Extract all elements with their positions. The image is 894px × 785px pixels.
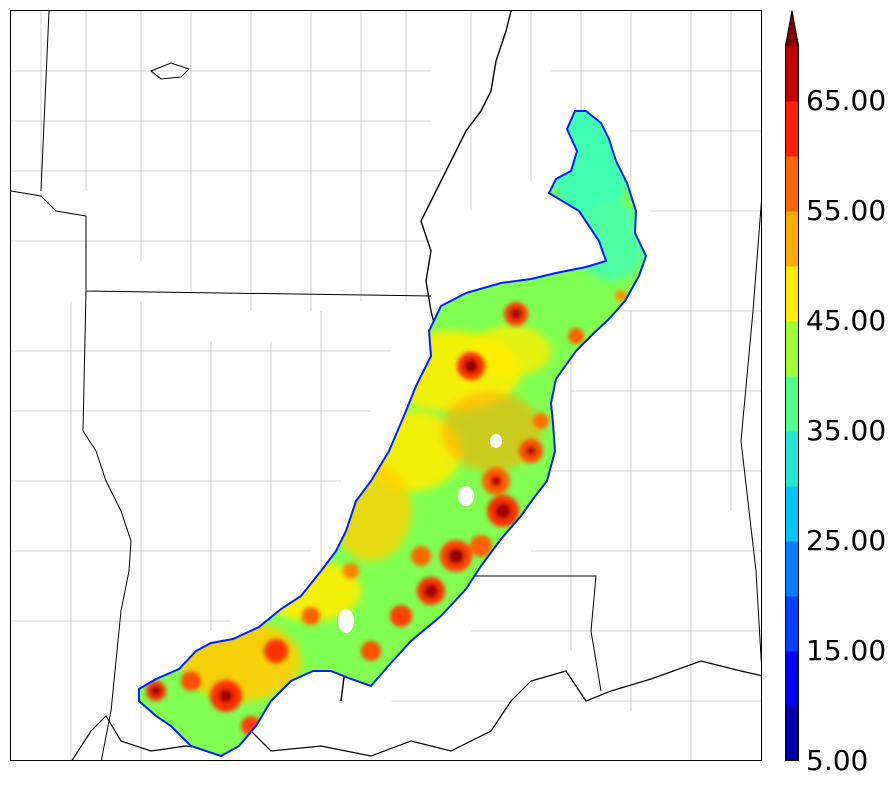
colorbar-segment xyxy=(785,211,799,267)
colorbar-segment xyxy=(785,376,799,432)
colorbar-segment xyxy=(785,156,799,212)
colorbar-segment xyxy=(785,651,799,707)
colorbar-tick-label: 25.00 xyxy=(806,524,887,557)
colorbar-segment xyxy=(785,486,799,542)
colorbar-segment xyxy=(785,706,799,761)
coastline xyxy=(71,660,761,760)
state-boundaries xyxy=(11,11,761,760)
county-lines xyxy=(11,11,761,760)
lake-outline xyxy=(150,62,190,80)
colorbar-segment xyxy=(785,266,799,322)
colorbar-tick-label: 55.00 xyxy=(806,194,887,227)
colorbar-tick-label: 35.00 xyxy=(806,414,887,447)
colorbar-tick-label: 45.00 xyxy=(806,304,887,337)
precip-swath xyxy=(139,111,646,756)
map-canvas xyxy=(11,11,761,760)
swath-edge xyxy=(138,110,648,758)
colorbar-segment xyxy=(785,101,799,157)
colorbar-tick-label: 15.00 xyxy=(806,634,887,667)
colorbar-segment xyxy=(785,596,799,652)
colorbar-tick-label: 65.00 xyxy=(806,84,887,117)
colorbar-segment xyxy=(785,321,799,377)
colorbar-segment xyxy=(785,541,799,597)
colorbar-segment xyxy=(785,46,799,102)
map-panel xyxy=(10,10,762,761)
colorbar-tick-label: 5.00 xyxy=(806,744,869,777)
colorbar xyxy=(785,10,799,761)
colorbar-extend-arrow xyxy=(785,10,799,46)
colorbar-segment xyxy=(785,431,799,487)
